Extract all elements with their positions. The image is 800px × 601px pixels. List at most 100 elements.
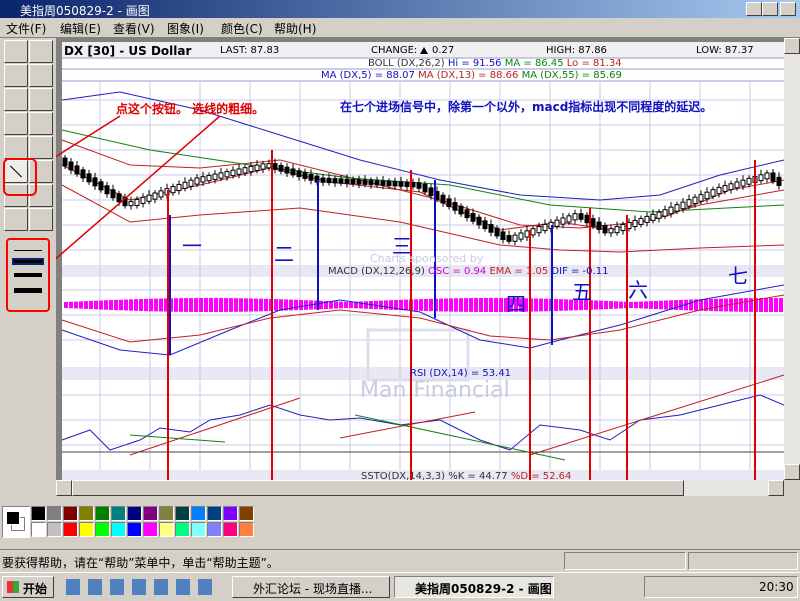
- color-swatch[interactable]: [239, 506, 254, 521]
- histogram-bar: [214, 298, 218, 312]
- color-swatch[interactable]: [95, 522, 110, 537]
- histogram-bar: [494, 298, 498, 312]
- maximize[interactable]: [762, 2, 778, 16]
- histogram-bar: [459, 298, 463, 312]
- color-swatch[interactable]: [143, 506, 158, 521]
- change-arrow: [420, 47, 428, 54]
- start-button[interactable]: 开始: [2, 576, 54, 598]
- color-swatch[interactable]: [111, 522, 126, 537]
- color-swatch[interactable]: [47, 506, 62, 521]
- color-swatch[interactable]: [31, 522, 46, 537]
- histogram-bar: [244, 298, 248, 312]
- width-2[interactable]: [12, 258, 44, 265]
- color-swatch[interactable]: [191, 506, 206, 521]
- color-swatch[interactable]: [63, 506, 78, 521]
- color-swatch[interactable]: [207, 506, 222, 521]
- tool-button[interactable]: [29, 88, 53, 111]
- ma5: MA (DX,5) = 88.07: [321, 70, 415, 81]
- menu-item[interactable]: 图象(I): [167, 22, 204, 36]
- tool-button[interactable]: [4, 64, 28, 87]
- tool-button[interactable]: [4, 88, 28, 111]
- tool-button[interactable]: [29, 64, 53, 87]
- color-swatch[interactable]: [79, 522, 94, 537]
- menu-item[interactable]: 帮助(H): [274, 22, 317, 36]
- toolbox: [0, 38, 56, 498]
- close[interactable]: [780, 2, 796, 16]
- color-swatch[interactable]: [175, 522, 190, 537]
- ma13: MA (DX,13) = 88.66: [418, 70, 519, 81]
- histogram-bar: [449, 298, 453, 312]
- scroll-up[interactable]: [784, 38, 800, 54]
- menu-item[interactable]: 编辑(E): [60, 22, 101, 36]
- scroll-thumb[interactable]: [72, 480, 684, 496]
- histogram-bar: [149, 298, 153, 312]
- tool-button[interactable]: [29, 40, 53, 63]
- width-4[interactable]: [14, 288, 42, 293]
- menu-item[interactable]: 查看(V): [113, 22, 155, 36]
- tool-button[interactable]: [4, 136, 28, 159]
- histogram-bar: [279, 299, 283, 311]
- color-swatch[interactable]: [63, 522, 78, 537]
- h-scrollbar[interactable]: [56, 480, 784, 496]
- tool-button[interactable]: [4, 208, 28, 231]
- color-swatch[interactable]: [191, 522, 206, 537]
- candle: [476, 216, 482, 226]
- tool-button[interactable]: [29, 112, 53, 135]
- menu-item[interactable]: 颜色(C): [221, 22, 263, 36]
- candle: [464, 209, 470, 219]
- candle: [644, 215, 650, 223]
- width-1[interactable]: [14, 250, 42, 251]
- color-swatch[interactable]: [79, 506, 94, 521]
- candle: [404, 181, 410, 187]
- tool-button[interactable]: [4, 40, 28, 63]
- histogram-bar: [424, 298, 428, 312]
- tool-button[interactable]: [29, 136, 53, 159]
- scroll-right[interactable]: [768, 480, 784, 496]
- color-swatch[interactable]: [159, 506, 174, 521]
- histogram-bar: [719, 298, 723, 312]
- histogram-bar: [119, 299, 123, 311]
- color-swatch[interactable]: [127, 506, 142, 521]
- color-swatch[interactable]: [127, 522, 142, 537]
- candle: [86, 173, 92, 183]
- task-text: 外汇论坛 - 现场直播...: [253, 582, 373, 596]
- histogram-bar: [284, 299, 288, 311]
- histogram-bar: [179, 298, 183, 312]
- scroll-left[interactable]: [56, 480, 72, 496]
- minimize[interactable]: [746, 2, 762, 16]
- candle: [230, 169, 236, 177]
- color-swatch[interactable]: [239, 522, 254, 537]
- menu-item[interactable]: 文件(F): [6, 22, 47, 36]
- candle: [236, 168, 242, 175]
- candle: [506, 235, 512, 242]
- color-swatch[interactable]: [111, 506, 126, 521]
- histogram-bar: [584, 300, 588, 310]
- histogram-bar: [404, 299, 408, 311]
- tool-button[interactable]: [4, 112, 28, 135]
- color-swatch[interactable]: [47, 522, 62, 537]
- scroll-down[interactable]: [784, 464, 800, 480]
- task-button[interactable]: 外汇论坛 - 现场直播...: [232, 576, 390, 598]
- color-swatch[interactable]: [159, 522, 174, 537]
- v-scrollbar[interactable]: [784, 38, 800, 480]
- histogram-bar: [634, 301, 638, 309]
- width-3[interactable]: [14, 273, 42, 277]
- color-swatch[interactable]: [31, 506, 46, 521]
- tool-button[interactable]: [29, 208, 53, 231]
- fg-color: [6, 511, 20, 525]
- candle: [500, 231, 506, 241]
- histogram-bar: [604, 300, 608, 310]
- histogram-bar: [134, 299, 138, 311]
- candle: [572, 213, 578, 221]
- canvas[interactable]: [56, 38, 784, 480]
- candle: [632, 219, 638, 228]
- task-button-active[interactable]: 美指周050829-2 - 画图: [394, 576, 554, 598]
- color-swatch[interactable]: [223, 522, 238, 537]
- histogram-bar: [209, 298, 213, 312]
- color-swatch[interactable]: [143, 522, 158, 537]
- color-swatch[interactable]: [207, 522, 222, 537]
- color-swatch[interactable]: [95, 506, 110, 521]
- histogram-bar: [574, 299, 578, 311]
- color-swatch[interactable]: [175, 506, 190, 521]
- color-swatch[interactable]: [223, 506, 238, 521]
